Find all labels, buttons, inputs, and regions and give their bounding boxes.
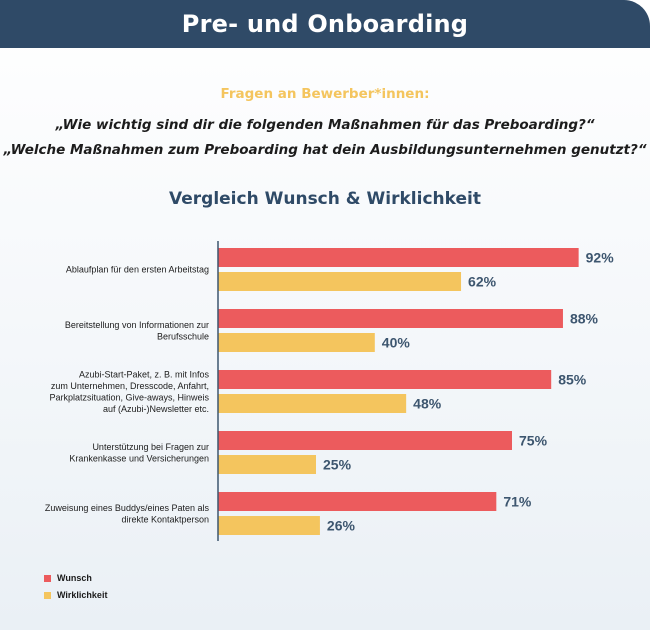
question-label: Fragen an Bewerber*innen: (220, 86, 430, 102)
value-label-wirklichkeit-0: 62% (468, 274, 497, 290)
category-label-4-1: direkte Kontaktperson (121, 514, 209, 524)
value-label-wirklichkeit-2: 48% (413, 396, 442, 412)
category-label-4-0: Zuweisung eines Buddys/eines Paten als (45, 503, 210, 513)
value-label-wunsch-3: 75% (519, 433, 548, 449)
bar-wirklichkeit-0 (218, 272, 462, 291)
bar-wunsch-4 (218, 492, 497, 511)
category-label-3-0: Unterstützung bei Fragen zur (92, 442, 209, 452)
legend-item-wunsch: Wunsch (44, 573, 92, 583)
bar-wirklichkeit-2 (218, 394, 407, 413)
value-label-wunsch-2: 85% (558, 372, 587, 388)
category-label-2-2: Parkplatzsituation, Give-aways, Hinweis (49, 392, 209, 402)
value-label-wirklichkeit-1: 40% (382, 335, 411, 351)
question-2: „Welche Maßnahmen zum Preboarding hat de… (3, 142, 647, 158)
category-label-3-1: Krankenkasse und Versicherungen (69, 453, 209, 463)
category-label-2-0: Azubi-Start-Paket, z. B. mit Infos (79, 369, 210, 379)
bar-wunsch-3 (218, 431, 512, 450)
value-label-wirklichkeit-4: 26% (327, 518, 356, 534)
legend-item-wirklichkeit: Wirklichkeit (44, 590, 107, 600)
value-label-wunsch-0: 92% (586, 250, 615, 266)
page-header: Pre- und Onboarding (0, 0, 650, 48)
bar-wunsch-2 (218, 370, 552, 389)
page-title: Pre- und Onboarding (181, 10, 469, 38)
category-label-1-0: Bereitstellung von Informationen zur (65, 320, 209, 330)
legend-label-wirklichkeit: Wirklichkeit (57, 590, 108, 600)
chart-title: Vergleich Wunsch & Wirklichkeit (169, 189, 481, 209)
category-label-1-1: Berufsschule (157, 331, 209, 341)
category-label-0-0: Ablaufplan für den ersten Arbeitstag (66, 265, 209, 275)
bar-wirklichkeit-3 (218, 455, 316, 474)
legend-swatch-wirklichkeit (44, 591, 51, 599)
value-label-wunsch-1: 88% (570, 311, 599, 327)
bar-wunsch-1 (218, 309, 563, 328)
bar-wunsch-0 (218, 248, 579, 267)
value-label-wunsch-4: 71% (503, 494, 532, 510)
question-1: „Wie wichtig sind dir die folgenden Maßn… (55, 117, 595, 133)
value-label-wirklichkeit-3: 25% (323, 457, 352, 473)
legend-swatch-wunsch (44, 574, 51, 582)
category-label-2-3: auf (Azubi-)Newsletter etc. (103, 404, 209, 414)
bar-wirklichkeit-1 (218, 333, 375, 352)
legend-label-wunsch: Wunsch (57, 573, 92, 583)
bar-wirklichkeit-4 (218, 516, 320, 535)
category-label-2-1: zum Unternehmen, Dresscode, Anfahrt, (51, 381, 209, 391)
